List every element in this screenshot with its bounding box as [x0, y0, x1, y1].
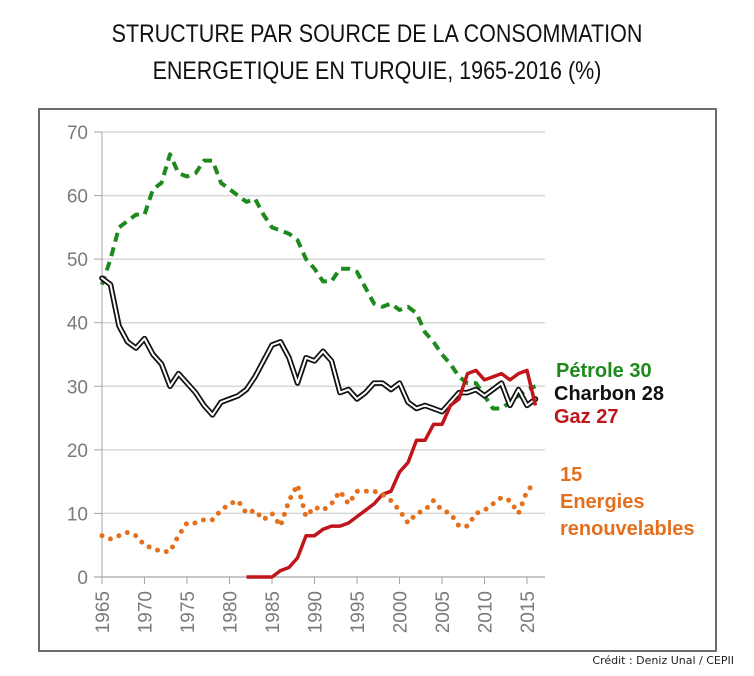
label-renouvelables-line: Energies: [560, 491, 644, 513]
y-tick-label: 40: [67, 314, 88, 335]
label-gaz: Gaz 27: [554, 406, 618, 428]
x-tick-label: 2000: [391, 591, 412, 633]
y-axis-ticks: 0 10 20 30 40 50 60 70: [67, 123, 102, 589]
series-petrole-line: [100, 152, 537, 411]
axes: [94, 132, 545, 583]
credit-text: Crédit : Deniz Unal / CEPII: [592, 654, 734, 667]
x-tick-label: 2015: [518, 591, 539, 633]
x-tick-label: 1975: [178, 591, 199, 633]
label-charbon: Charbon 28: [554, 383, 664, 405]
gridlines: [102, 131, 545, 515]
y-tick-label: 20: [67, 441, 88, 462]
series-renouvelables-line: [99, 479, 538, 555]
chart-title: STRUCTURE PAR SOURCE DE LA CONSOMMATION …: [53, 16, 701, 90]
series-lines: [99, 152, 539, 579]
label-petrole: Pétrole 30: [556, 360, 652, 382]
y-tick-label: 0: [77, 568, 88, 589]
label-renouvelables-line: renouvelables: [560, 518, 695, 540]
x-tick-label: 1990: [306, 591, 327, 633]
chart-title-line-2: ENERGETIQUE EN TURQUIE, 1965-2016 (%): [152, 57, 602, 85]
series-gaz-line: [246, 368, 538, 579]
x-tick-label: 2010: [476, 591, 497, 633]
x-tick-label: 1985: [263, 591, 284, 633]
x-tick-label: 1995: [348, 591, 369, 633]
chart-frame: [38, 108, 717, 652]
y-tick-label: 50: [67, 250, 88, 271]
y-tick-label: 70: [67, 123, 88, 144]
x-tick-label: 1965: [93, 591, 114, 633]
x-axis-ticks: 1965 1970 1975 1980 1985 1990 1995 2000 2005 2010…: [93, 577, 539, 633]
y-tick-label: 30: [67, 377, 88, 398]
x-tick-label: 1980: [221, 591, 242, 633]
y-tick-label: 10: [67, 504, 88, 525]
y-tick-label: 60: [67, 187, 88, 208]
series-charbon-line-outer: [99, 275, 539, 418]
series-charbon-line-inner: [101, 277, 537, 416]
x-tick-label: 1970: [136, 591, 157, 633]
label-renouvelables-line: 15: [560, 464, 582, 486]
x-tick-label: 2005: [433, 591, 454, 633]
chart-title-line-1: STRUCTURE PAR SOURCE DE LA CONSOMMATION: [111, 20, 643, 48]
